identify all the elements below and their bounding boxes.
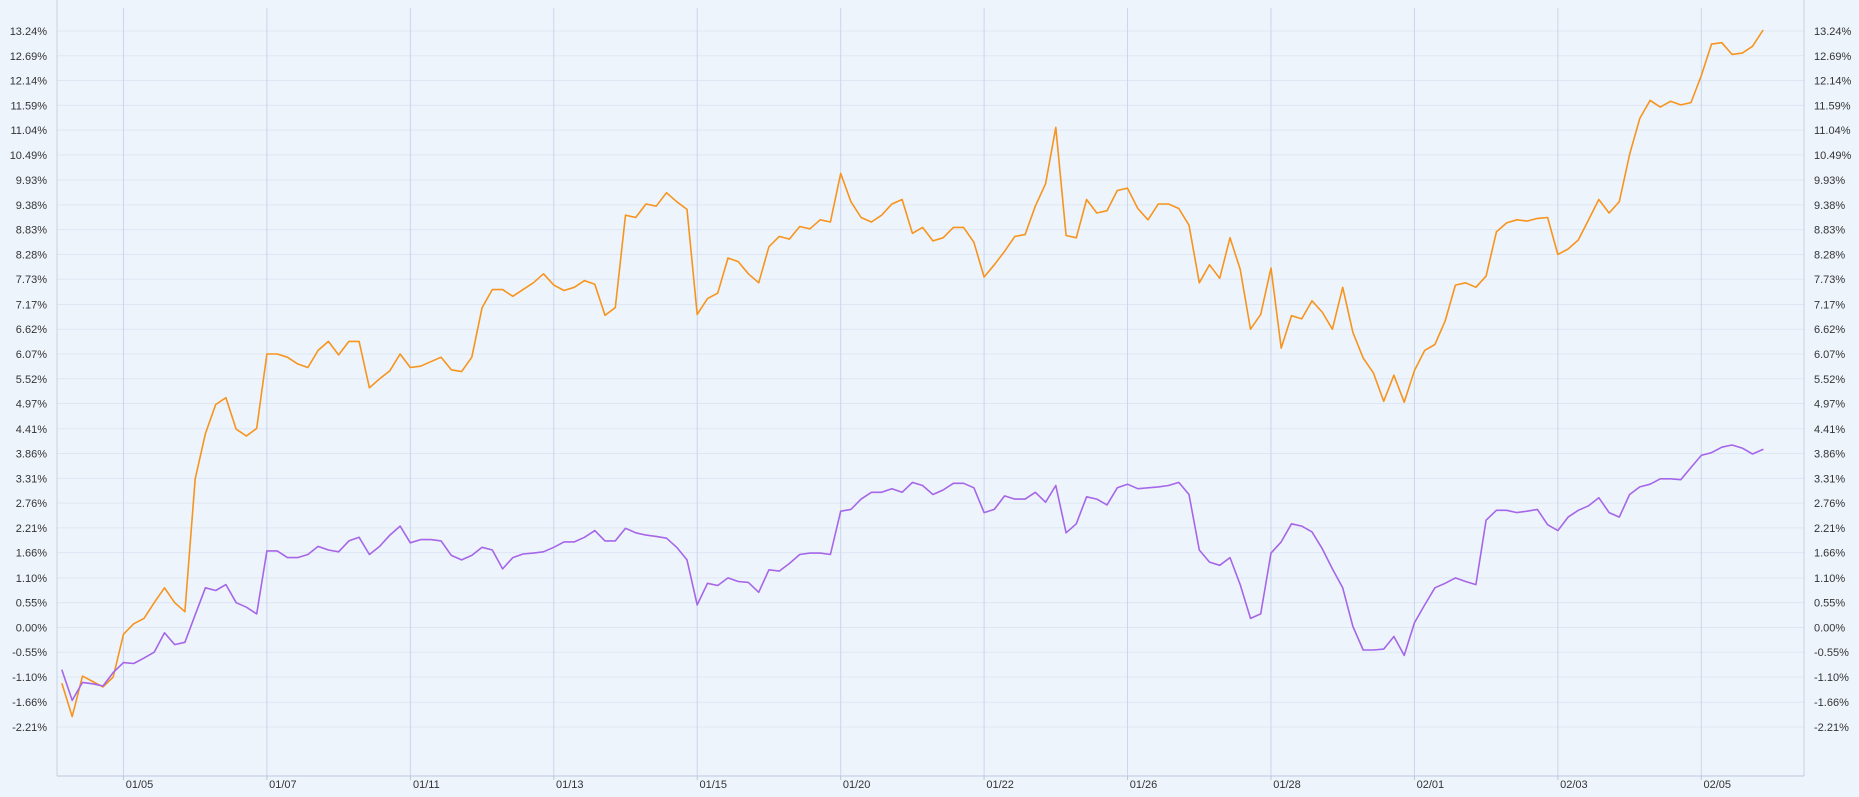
series-layer [61,29,1764,718]
y-tick-label-right: 9.93% [1814,175,1845,187]
y-tick-label-left: 9.38% [16,200,47,212]
y-tick-label-left: 11.59% [11,100,48,112]
y-tick-label-right: -1.10% [1814,672,1849,684]
y-tick-label-right: 0.55% [1814,598,1845,610]
y-tick-label-left: 2.21% [16,523,47,535]
y-tick-label-left: 8.28% [16,249,47,261]
y-tick-label-left: 7.17% [16,299,47,311]
y-axis-left: 13.24% 12.69% 12.14% 11.59% 11.04% 10.49% 9.93… [10,26,48,734]
y-tick-label-left: 4.97% [16,399,47,411]
x-tick-label: 01/13 [556,779,584,791]
y-tick-label-right: 3.86% [1814,449,1845,461]
y-tick-label-right: 5.52% [1814,374,1845,386]
vertical-gridlines [122,8,1702,776]
y-tick-label-right: 9.38% [1814,200,1845,212]
y-tick-label-right: 4.97% [1814,399,1845,411]
y-tick-label-left: 5.52% [16,374,47,386]
horizontal-gridlines [56,0,1805,776]
y-tick-label-left: 6.62% [16,324,47,336]
y-tick-label-left: 10.49% [10,150,48,162]
series-line-1 [61,444,1764,702]
x-tick-label: 02/01 [1417,779,1445,791]
y-tick-label-left: 0.55% [16,598,47,610]
y-tick-label-right: 12.14% [1814,76,1852,88]
y-tick-label-left: 3.86% [16,449,47,461]
x-tick-label: 01/28 [1273,779,1301,791]
x-tick-label: 01/11 [413,779,440,791]
y-tick-label-left: 12.69% [10,51,48,63]
y-tick-label-left: 6.07% [16,349,47,361]
y-tick-label-right: 2.76% [1814,498,1845,510]
x-axis: 01/05 01/07 01/11 01/13 01/15 01/20 01/22 01/26… [57,775,1804,791]
x-tick-label: 01/22 [986,779,1014,791]
x-tick-label: 01/26 [1130,779,1158,791]
y-tick-label-right: 7.17% [1814,299,1845,311]
y-tick-label-left: 11.04% [11,125,48,137]
y-tick-label-right: 10.49% [1814,150,1852,162]
y-tick-label-left: 8.83% [16,225,47,237]
y-tick-label-right: 11.04% [1814,125,1851,137]
x-tick-label: 01/20 [843,779,871,791]
y-tick-label-left: 13.24% [10,26,48,38]
y-tick-label-right: 13.24% [1814,26,1852,38]
y-tick-label-left: -1.66% [12,697,47,709]
y-tick-label-right: -2.21% [1814,722,1849,734]
y-tick-label-left: -0.55% [12,647,47,659]
y-tick-label-left: 4.41% [16,424,47,436]
y-tick-label-right: 3.31% [1814,473,1845,485]
y-tick-label-right: 4.41% [1814,424,1845,436]
y-tick-label-right: -0.55% [1814,647,1849,659]
x-tick-label: 02/05 [1704,779,1732,791]
y-tick-label-right: 7.73% [1814,274,1845,286]
y-tick-label-left: 7.73% [16,274,47,286]
y-tick-label-right: 8.28% [1814,249,1845,261]
y-tick-label-right: 0.00% [1814,622,1845,634]
y-tick-label-left: 1.10% [16,573,47,585]
y-tick-label-left: 1.66% [16,548,47,560]
y-tick-label-right: 12.69% [1814,51,1852,63]
y-tick-label-left: 9.93% [16,175,47,187]
y-axis-right: 13.24% 12.69% 12.14% 11.59% 11.04% 10.49% 9.93… [1814,26,1852,734]
y-tick-label-right: 8.83% [1814,225,1845,237]
y-tick-label-left: -1.10% [12,672,47,684]
y-tick-label-right: 1.66% [1814,548,1845,560]
x-tick-label: 01/05 [126,779,154,791]
y-tick-label-left: 12.14% [10,76,48,88]
series-line-0 [61,29,1764,718]
y-tick-label-right: 6.07% [1814,349,1845,361]
y-tick-label-right: -1.66% [1814,697,1849,709]
y-tick-label-left: -2.21% [12,722,47,734]
x-tick-label: 01/07 [269,779,297,791]
x-tick-label: 02/03 [1560,779,1588,791]
x-tick-label: 01/15 [699,779,727,791]
y-tick-label-right: 11.59% [1814,100,1851,112]
y-tick-label-left: 0.00% [16,622,47,634]
y-tick-label-left: 3.31% [16,473,47,485]
y-tick-label-right: 2.21% [1814,523,1845,535]
y-tick-label-right: 1.10% [1814,573,1845,585]
y-tick-label-left: 2.76% [16,498,47,510]
y-tick-label-right: 6.62% [1814,324,1845,336]
